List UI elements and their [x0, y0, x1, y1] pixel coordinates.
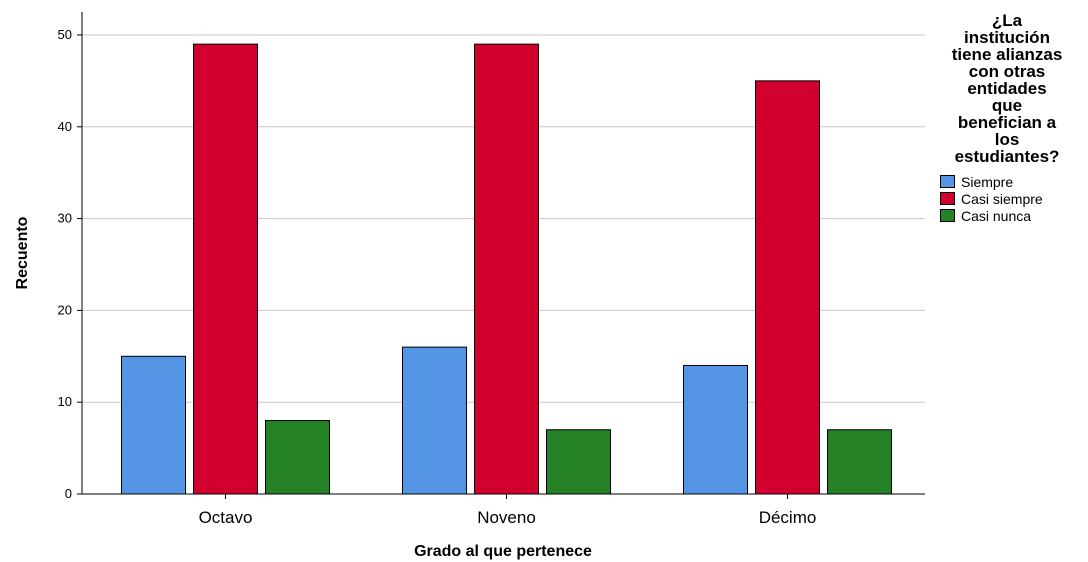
legend-swatch — [940, 209, 955, 222]
x-tick-label: Octavo — [199, 508, 253, 527]
legend-title-line: los — [994, 130, 1020, 149]
legend-swatch — [940, 175, 955, 188]
legend-title-line: institución — [964, 28, 1050, 47]
y-tick-label: 40 — [58, 119, 72, 134]
legend-item: Casi siempre — [940, 190, 1086, 207]
legend-title-line: con otras — [968, 62, 1046, 81]
y-tick-label: 20 — [58, 302, 72, 317]
y-tick-label: 30 — [58, 211, 72, 226]
legend: ¿La institución tiene alianzas con otras ent… — [928, 12, 1086, 224]
legend-label: Siempre — [961, 173, 1014, 190]
bar-noveno-casi-nunca — [546, 429, 611, 495]
bar-dcimo-siempre — [683, 364, 748, 495]
y-tick-label: 50 — [58, 27, 72, 42]
legend-item: Siempre — [940, 173, 1086, 190]
legend-title-line: benefician a — [957, 113, 1057, 132]
legend-title: ¿La institución tiene alianzas con otras ent… — [928, 12, 1086, 165]
x-tick-labels: Octavo Noveno Décimo — [199, 494, 817, 527]
legend-items: Siempre Casi siempre Casi nunca — [928, 173, 1086, 224]
legend-label: Casi nunca — [961, 207, 1032, 224]
legend-swatch — [940, 192, 955, 205]
bar-noveno-siempre — [402, 346, 467, 495]
y-tick-labels: 0 10 20 30 40 50 — [58, 27, 82, 501]
legend-title-line: tiene alianzas — [951, 45, 1063, 64]
legend-label: Casi siempre — [961, 190, 1043, 207]
x-tick-label: Décimo — [759, 508, 817, 527]
y-tick-label: 10 — [58, 394, 72, 409]
legend-title-line: estudiantes? — [954, 147, 1060, 166]
legend-item: Casi nunca — [940, 207, 1086, 224]
x-axis-title: Grado al que pertenece — [414, 543, 592, 560]
bar-octavo-siempre — [121, 355, 186, 495]
x-tick-label: Noveno — [477, 508, 536, 527]
y-axis-title: Recuento — [14, 216, 31, 289]
legend-title-line: que — [991, 96, 1023, 115]
bar-octavo-casi-siempre — [193, 43, 258, 495]
legend-title-line: entidades — [967, 79, 1047, 98]
y-tick-label: 0 — [65, 486, 72, 501]
bar-dcimo-casi-siempre — [755, 80, 820, 495]
bar-dcimo-casi-nunca — [827, 429, 892, 495]
bar-noveno-casi-siempre — [474, 43, 539, 495]
bar-octavo-casi-nunca — [265, 420, 330, 495]
legend-title-line: ¿La — [991, 11, 1023, 30]
bars-group — [121, 43, 892, 495]
bar-chart: 0 10 20 30 40 50 Octavo Noveno Décimo Grado al … — [14, 12, 925, 560]
